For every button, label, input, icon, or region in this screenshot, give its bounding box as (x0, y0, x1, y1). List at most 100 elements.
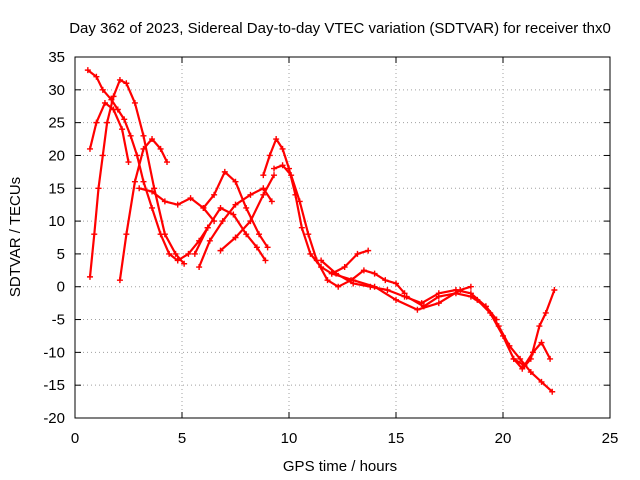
data-point (211, 191, 218, 198)
data-point (384, 287, 391, 294)
x-tick-label: 0 (71, 430, 79, 447)
data-point (296, 198, 303, 205)
data-point (341, 264, 348, 271)
data-point (174, 257, 181, 264)
data-point (305, 231, 312, 238)
data-point (324, 277, 331, 284)
data-point (382, 277, 389, 284)
data-point (243, 231, 250, 238)
data-point (253, 244, 260, 251)
series-sat-a (84, 67, 211, 264)
data-point (95, 185, 102, 192)
x-tick-label: 15 (388, 430, 405, 447)
data-point (360, 267, 367, 274)
data-point (457, 287, 464, 294)
data-point (116, 76, 123, 83)
data-point (86, 145, 93, 152)
data-point (123, 231, 130, 238)
data-point (84, 67, 91, 74)
data-point (134, 152, 141, 159)
data-point (262, 257, 269, 264)
data-point (420, 303, 427, 310)
data-series (84, 67, 558, 395)
data-point (271, 172, 278, 179)
data-point (271, 165, 278, 172)
data-point (335, 283, 342, 290)
series-sat-i (217, 172, 278, 254)
data-point (260, 191, 267, 198)
x-tick-label: 25 (602, 430, 619, 447)
data-point (172, 250, 179, 257)
y-tick-label: -15 (43, 377, 65, 394)
series-sat-g (196, 185, 275, 271)
data-point (232, 234, 239, 241)
data-point (365, 247, 372, 254)
data-point (149, 136, 156, 143)
data-point (264, 244, 271, 251)
data-point (91, 231, 98, 238)
data-point (161, 231, 168, 238)
chart-title: Day 362 of 2023, Sidereal Day-to-day VTE… (69, 20, 611, 37)
data-point (174, 201, 181, 208)
series-line (331, 272, 472, 311)
axis-ticks (74, 56, 611, 419)
data-point (279, 162, 286, 169)
data-point (161, 198, 168, 205)
data-point (116, 277, 123, 284)
data-point (435, 293, 442, 300)
y-tick-label: 15 (48, 180, 65, 197)
data-point (393, 296, 399, 303)
y-tick-label: 25 (48, 115, 65, 132)
data-point (243, 204, 250, 211)
series-line (88, 78, 185, 278)
data-point (328, 270, 335, 277)
series-line (476, 299, 552, 367)
data-point (256, 231, 263, 238)
data-point (536, 323, 543, 330)
data-point (99, 86, 106, 93)
data-point (371, 270, 378, 277)
data-point (196, 264, 203, 271)
data-point (260, 185, 267, 192)
data-point (266, 152, 273, 159)
y-tick-label: -5 (52, 312, 65, 329)
data-point (247, 218, 254, 225)
data-point (221, 168, 228, 175)
data-point (149, 188, 156, 195)
x-axis-label: GPS time / hours (283, 458, 397, 475)
grid (75, 57, 610, 418)
data-point (232, 178, 239, 185)
data-point (307, 250, 314, 257)
series-line (406, 292, 553, 393)
series-sat-n (403, 290, 556, 395)
data-point (206, 237, 213, 244)
series-line (87, 69, 209, 262)
data-point (549, 388, 556, 395)
data-point (104, 119, 111, 126)
y-tick-label: -10 (43, 344, 65, 361)
data-point (268, 198, 275, 205)
data-point (510, 355, 517, 362)
data-point (519, 365, 526, 372)
data-point (279, 145, 286, 152)
series-sat-p (510, 287, 558, 372)
data-point (260, 172, 267, 179)
data-point (538, 339, 545, 346)
data-point (371, 283, 378, 290)
data-point (140, 178, 147, 185)
data-point (217, 204, 224, 211)
data-point (125, 159, 132, 166)
series-line (512, 289, 556, 370)
data-point (286, 165, 292, 172)
data-point (119, 126, 126, 133)
data-point (204, 224, 211, 231)
data-point (230, 211, 237, 218)
data-point (110, 93, 117, 100)
y-tick-label: 0 (57, 279, 65, 296)
data-point (99, 152, 106, 159)
x-tick-label: 10 (281, 430, 298, 447)
series-line (88, 101, 130, 163)
y-tick-label: 20 (48, 147, 65, 164)
data-point (354, 250, 361, 257)
